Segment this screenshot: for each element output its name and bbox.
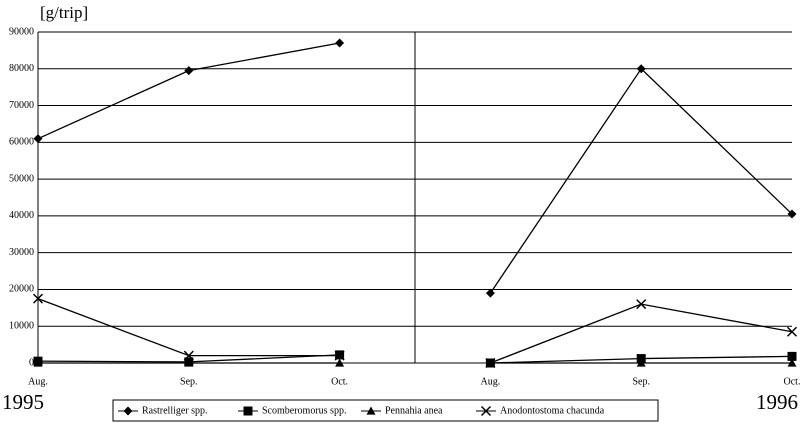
marker xyxy=(33,134,43,144)
marker xyxy=(335,358,345,367)
marker xyxy=(123,406,133,416)
marker xyxy=(335,38,345,48)
legend-label: Rastrelliger spp. xyxy=(142,405,208,416)
marker xyxy=(636,299,647,310)
legend-label: Pennahia anea xyxy=(385,405,443,416)
x-tick-label: Sep. xyxy=(632,376,650,387)
marker xyxy=(636,358,646,367)
marker xyxy=(243,406,253,416)
x-tick-label: Aug. xyxy=(481,376,501,387)
x-tick-label: Aug. xyxy=(28,376,48,387)
y-tick-label: 10000 xyxy=(9,321,34,332)
y-tick-label: 40000 xyxy=(9,210,34,221)
marker xyxy=(32,293,44,304)
series-line xyxy=(489,67,793,294)
y-tick-label: 20000 xyxy=(9,284,34,295)
marker xyxy=(184,358,194,367)
x-tick-label: Oct. xyxy=(331,376,348,387)
marker xyxy=(485,288,495,298)
marker xyxy=(787,351,797,361)
marker xyxy=(787,209,797,219)
group-label: 1995 xyxy=(2,390,44,414)
series-line xyxy=(37,42,340,140)
marker xyxy=(786,326,798,337)
marker xyxy=(366,406,376,415)
y-tick-label: 0 xyxy=(29,357,34,368)
y-tick-label: 30000 xyxy=(9,247,34,258)
group-label: 1996 xyxy=(756,390,798,414)
y-tick-label: 60000 xyxy=(9,137,34,148)
x-tick-label: Sep. xyxy=(180,376,198,387)
y-tick-label: 80000 xyxy=(9,63,34,74)
y-tick-label: 70000 xyxy=(9,100,34,111)
marker xyxy=(787,358,797,367)
y-axis-label: [g/trip] xyxy=(40,3,88,22)
legend-box xyxy=(112,399,659,422)
marker xyxy=(480,405,492,417)
y-tick-label: 90000 xyxy=(9,26,34,37)
marker xyxy=(485,357,496,369)
marker xyxy=(33,358,43,367)
y-tick-label: 50000 xyxy=(9,173,34,184)
marker xyxy=(636,64,646,74)
series-line xyxy=(37,298,340,357)
marker xyxy=(183,350,194,361)
legend-label: Anodontostoma chacunda xyxy=(500,405,605,416)
marker xyxy=(334,350,345,361)
x-tick-label: Oct. xyxy=(784,376,800,387)
legend-label: Scomberomorus spp. xyxy=(262,405,346,416)
marker xyxy=(184,66,194,76)
